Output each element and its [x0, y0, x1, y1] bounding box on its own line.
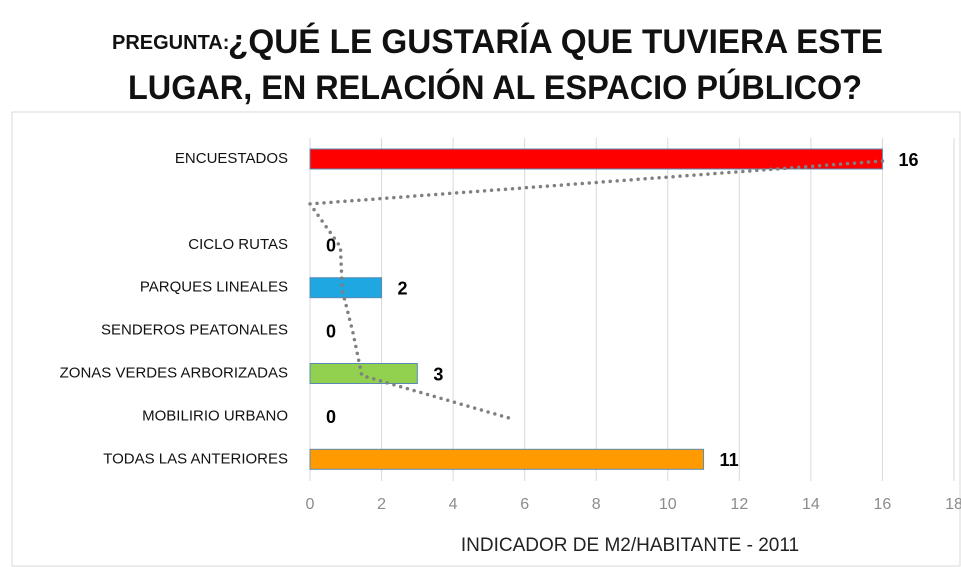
category-label: PARQUES LINEALES [140, 279, 288, 296]
value-label: 0 [326, 236, 336, 256]
x-tick-label: 2 [377, 496, 386, 513]
trend-line [306, 159, 885, 421]
bar [309, 277, 383, 299]
title-prefix: PREGUNTA: [112, 32, 229, 54]
category-label: ENCUESTADOS [175, 150, 288, 167]
x-tick-label: 0 [306, 496, 315, 513]
x-tick-label: 14 [802, 496, 820, 513]
bar [309, 448, 705, 470]
value-label: 11 [720, 450, 739, 470]
plot-frame [11, 111, 961, 567]
category-label: SENDEROS PEATONALES [101, 322, 288, 339]
value-label: 3 [433, 364, 443, 384]
x-tick-label: 8 [592, 496, 601, 513]
chart-title: PREGUNTA:¿QUÉ LE GUSTARÍA QUE TUVIERA ES… [112, 23, 883, 61]
title-line: ¿QUÉ LE GUSTARÍA QUE TUVIERA ESTE [228, 23, 883, 61]
category-label: CICLO RUTAS [188, 236, 288, 253]
x-tick-label: 16 [874, 496, 892, 513]
x-tick-label: 6 [520, 496, 529, 513]
x-tick-label: 18 [945, 496, 961, 513]
value-label: 2 [398, 278, 408, 298]
bar [309, 148, 883, 170]
category-label: MOBILIRIO URBANO [142, 407, 288, 424]
value-label: 0 [326, 407, 336, 427]
value-label: 0 [326, 321, 336, 341]
category-label: ZONAS VERDES ARBORIZADAS [60, 364, 288, 381]
category-label: TODAS LAS ANTERIORES [103, 450, 288, 467]
x-tick-label: 12 [730, 496, 748, 513]
x-axis-label: INDICADOR DE M2/HABITANTE - 2011 [461, 535, 799, 556]
title-line: LUGAR, EN RELACIÓN AL ESPACIO PÚBLICO? [128, 69, 862, 107]
x-tick-label: 10 [659, 496, 677, 513]
x-tick-label: 4 [449, 496, 458, 513]
value-label: 16 [898, 150, 918, 170]
bar [309, 363, 418, 384]
